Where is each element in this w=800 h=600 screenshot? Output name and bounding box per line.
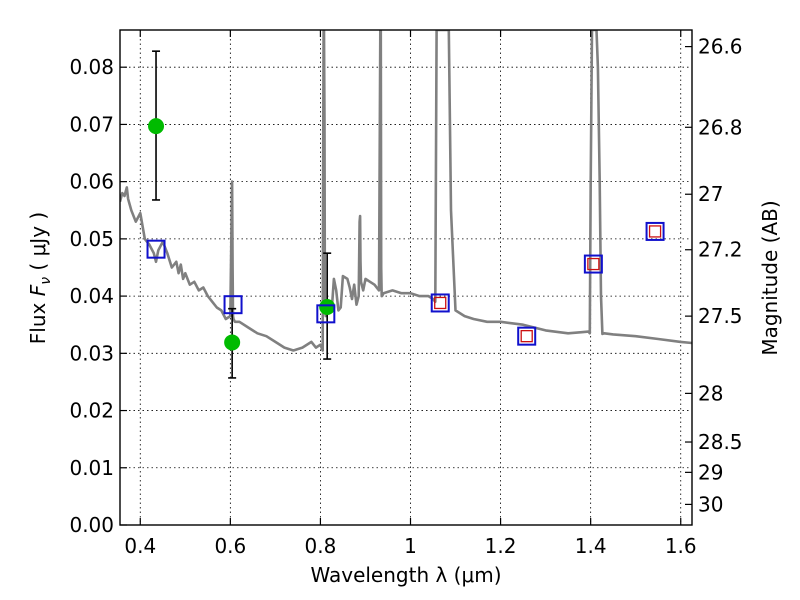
mag-tick-label: 29	[698, 460, 723, 484]
mag-tick-label: 30	[698, 492, 723, 516]
y-axis-title-prefix: Flux	[26, 296, 50, 344]
observed-point	[319, 298, 336, 315]
x-tick-label: 1	[404, 534, 417, 558]
synthetic-square-inner	[648, 225, 662, 238]
y-axis-title-symbol: F	[26, 284, 50, 296]
synthetic-square	[645, 221, 665, 241]
right-axis-title: Magnitude (AB)	[758, 200, 782, 355]
y-tick-label: 0.06	[69, 170, 114, 194]
observed-point	[148, 118, 165, 135]
y-tick-label: 0.01	[69, 456, 114, 480]
x-tick-label: 0.4	[124, 534, 156, 558]
synthetic-square-inner	[520, 330, 533, 343]
y-axis-title: Flux Fν ( μJy )	[26, 212, 54, 344]
synthetic-square	[223, 295, 243, 315]
synthetic-square-inner	[587, 257, 600, 271]
synthetic-square	[430, 293, 450, 313]
y-tick-label: 0.05	[69, 227, 114, 251]
x-axis-title: Wavelength λ (μm)	[310, 563, 501, 587]
mag-tick-label: 27	[698, 182, 723, 206]
x-tick-label: 1.6	[665, 534, 697, 558]
y-tick-label: 0.07	[69, 112, 114, 136]
y-tick-label: 0.04	[69, 284, 114, 308]
x-tick-label: 0.6	[214, 534, 246, 558]
mag-tick-label: 27.5	[698, 304, 743, 328]
synthetic-square	[146, 239, 166, 259]
mag-tick-label: 28	[698, 381, 723, 405]
synthetic-square	[583, 254, 603, 274]
photometry-markers	[146, 50, 665, 379]
y-axis-title-subscript: ν	[38, 277, 54, 285]
synthetic-square-inner	[434, 296, 447, 310]
plot-background	[120, 30, 692, 525]
mag-tick-label: 27.2	[698, 238, 743, 262]
observed-point	[224, 334, 241, 351]
x-tick-label: 1.4	[575, 534, 607, 558]
mag-tick-label: 26.6	[698, 35, 743, 59]
mag-tick-label: 26.8	[698, 115, 743, 139]
y-tick-label: 0.02	[69, 399, 114, 423]
axis-ticks: 0.4 0.6 0.8 1 1.2 1.4 1.6 0.00 0.01 0.02 0.03 0.04 0…	[69, 30, 743, 558]
synthetic-square	[316, 304, 336, 324]
y-axis-title-suffix: ( μJy )	[26, 212, 50, 277]
x-tick-label: 0.8	[305, 534, 337, 558]
x-tick-label: 1.2	[485, 534, 517, 558]
mag-tick-label: 28.5	[698, 430, 743, 454]
y-tick-label: 0.00	[69, 513, 114, 537]
synthetic-square	[517, 326, 537, 346]
y-tick-label: 0.03	[69, 341, 114, 365]
plot-frame	[119, 29, 693, 526]
model-spectrum-line	[120, 30, 692, 352]
y-tick-label: 0.08	[69, 55, 114, 79]
model-spectrum	[120, 30, 692, 352]
